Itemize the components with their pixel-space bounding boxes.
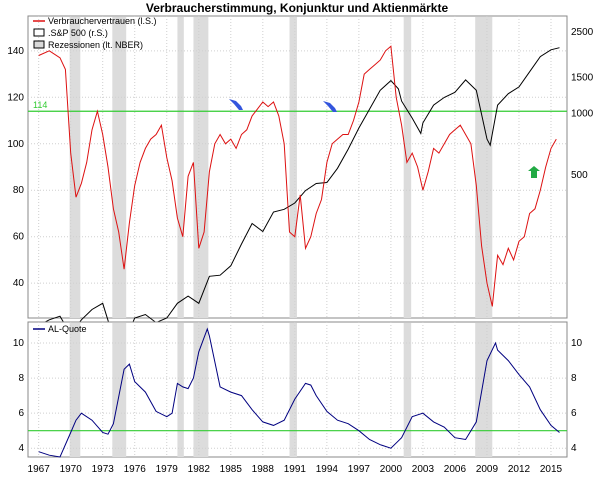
recession-band [69, 323, 81, 457]
legend-label-sp500: .S&P 500 (r.S.) [48, 28, 108, 38]
x-tick-label: 1985 [220, 464, 243, 475]
series-line-unemployment [38, 327, 560, 458]
recession-band [193, 17, 209, 318]
x-axis: 1967 1970 1973 1976 1979 1982 1985 1988 1991 1994… [28, 464, 563, 475]
bottom-left-axis: 4 6 8 10 [13, 338, 25, 454]
recession-band [289, 323, 297, 457]
left-tick-label: 4 [18, 443, 24, 454]
recession-band [289, 17, 297, 318]
x-tick-label: 1970 [60, 464, 83, 475]
x-tick-label: 1979 [156, 464, 179, 475]
left-tick-label: 140 [7, 46, 24, 57]
right-tick-label: 8 [571, 373, 577, 384]
x-tick-label: 2009 [476, 464, 499, 475]
blue-arrow-icon [229, 99, 243, 110]
recession-band [193, 323, 209, 457]
right-tick-label: 1500 [571, 73, 594, 84]
left-tick-label: 8 [18, 373, 24, 384]
recession-band [403, 323, 412, 457]
recession-band [475, 17, 493, 318]
x-tick-label: 1988 [252, 464, 275, 475]
x-tick-label: 1976 [124, 464, 147, 475]
right-tick-label: 6 [571, 408, 577, 419]
recession-band [177, 17, 184, 318]
green-arrow-icon [528, 166, 540, 178]
top-recession-bands [69, 17, 493, 318]
legend-swatch-recession [33, 40, 45, 49]
x-tick-label: 2015 [540, 464, 563, 475]
top-grid [28, 16, 567, 318]
legend-label-consumer: Verbrauchervertrauen (l.S.) [48, 16, 157, 26]
recession-band [112, 17, 127, 318]
right-tick-label: 10 [571, 338, 583, 349]
series-line-consumer-confidence [38, 45, 557, 307]
right-tick-label: 4 [571, 443, 577, 454]
recession-band [112, 323, 127, 457]
x-tick-label: 1967 [28, 464, 51, 475]
left-tick-label: 60 [13, 232, 25, 243]
left-tick-label: 40 [13, 278, 25, 289]
x-tick-label: 1994 [316, 464, 339, 475]
bottom-right-axis: 4 6 8 10 [571, 338, 583, 454]
recession-band [403, 17, 412, 318]
right-tick-label: 500 [571, 170, 588, 181]
x-tick-label: 1973 [92, 464, 115, 475]
blue-arrow-icon [323, 101, 337, 112]
recession-band [475, 323, 493, 457]
legend-label-unemployment: AL-Quote [48, 324, 87, 334]
x-tick-label: 1982 [188, 464, 211, 475]
legend-swatch-sp500 [33, 28, 45, 37]
bottom-series-lines [28, 327, 567, 458]
annotation-arrows [229, 99, 540, 178]
bottom-panel: 4 6 8 10 4 6 8 10 AL-Quote [13, 321, 583, 458]
bottom-recession-bands [69, 323, 493, 457]
top-panel: 114 40 60 80 100 120 140 500 1000 1500 2500 Verb… [7, 15, 594, 345]
top-left-axis: 40 60 80 100 120 140 [7, 46, 24, 289]
top-right-axis: 500 1000 1500 2500 [571, 27, 594, 181]
left-tick-label: 10 [13, 338, 25, 349]
left-tick-label: 120 [7, 92, 24, 103]
x-tick-label: 2000 [380, 464, 403, 475]
left-tick-label: 80 [13, 185, 25, 196]
right-tick-label: 1000 [571, 109, 594, 120]
x-tick-label: 1997 [348, 464, 371, 475]
x-tick-label: 2003 [412, 464, 435, 475]
x-tick-label: 2012 [508, 464, 531, 475]
top-legend: Verbrauchervertrauen (l.S.) .S&P 500 (r.… [33, 16, 157, 50]
left-tick-label: 100 [7, 139, 24, 150]
bottom-legend: AL-Quote [33, 324, 87, 334]
x-tick-label: 1991 [284, 464, 307, 475]
recession-band [69, 17, 81, 318]
reference-line-label: 114 [33, 100, 47, 110]
legend-label-recession: Rezessionen (lt. NBER) [48, 40, 143, 50]
recession-band [177, 323, 184, 457]
chart-title: Verbraucherstimmung, Konjunktur und Akti… [146, 1, 449, 15]
x-tick-label: 2006 [444, 464, 467, 475]
left-tick-label: 6 [18, 408, 24, 419]
right-tick-label: 2500 [571, 27, 594, 38]
